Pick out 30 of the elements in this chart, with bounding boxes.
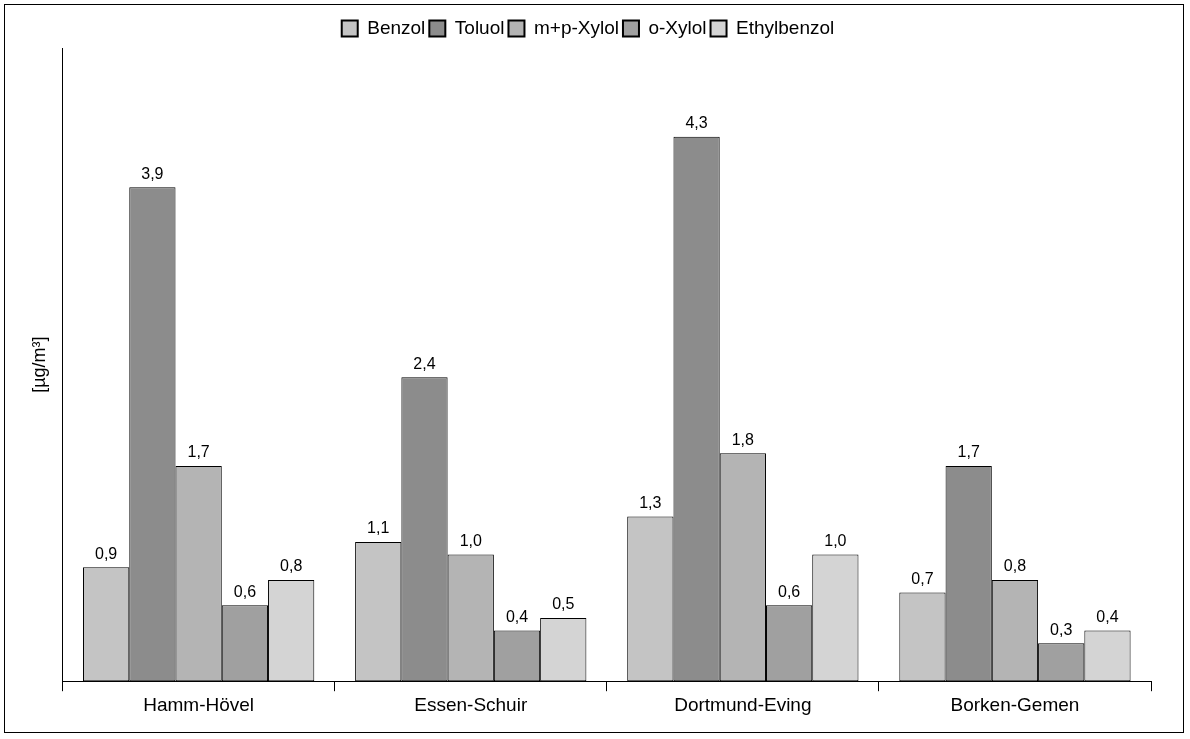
data-label: 1,7	[187, 443, 210, 461]
x-tick-label: Borken-Gemen	[950, 693, 1080, 715]
data-label: 3,9	[141, 164, 164, 182]
data-label: 1,7	[957, 443, 980, 461]
data-label: 0,4	[505, 607, 529, 625]
data-label: 0,4	[1096, 607, 1119, 625]
data-label: 4,3	[685, 114, 708, 132]
x-tick-label: Essen-Schuir	[414, 693, 528, 715]
data-label: 2,4	[413, 354, 436, 372]
data-label: 1,0	[459, 531, 482, 549]
data-label: 0,7	[911, 569, 934, 587]
legend-label: Benzol	[367, 16, 426, 38]
data-label: 0,5	[552, 595, 575, 613]
data-label: 1,1	[367, 519, 390, 537]
y-axis-title: [µg/m³]	[28, 336, 49, 393]
legend-label: m+p-Xylol	[533, 16, 619, 38]
data-label: 1,0	[824, 531, 847, 549]
legend-label: Toluol	[454, 16, 505, 38]
x-tick-label: Hamm-Hövel	[143, 693, 255, 715]
data-label: 1,3	[639, 493, 662, 511]
legend-label: o-Xylol	[648, 16, 707, 38]
data-label: 0,9	[95, 544, 118, 562]
legend-label: Ethylbenzol	[736, 16, 835, 38]
data-label: 0,8	[280, 557, 303, 575]
data-label: 0,6	[777, 582, 801, 600]
data-label: 0,8	[1003, 557, 1027, 575]
data-label: 1,8	[731, 430, 755, 448]
x-tick-label: Dortmund-Eving	[674, 693, 812, 715]
data-label: 0,3	[1050, 620, 1073, 638]
data-label: 0,6	[233, 582, 257, 600]
